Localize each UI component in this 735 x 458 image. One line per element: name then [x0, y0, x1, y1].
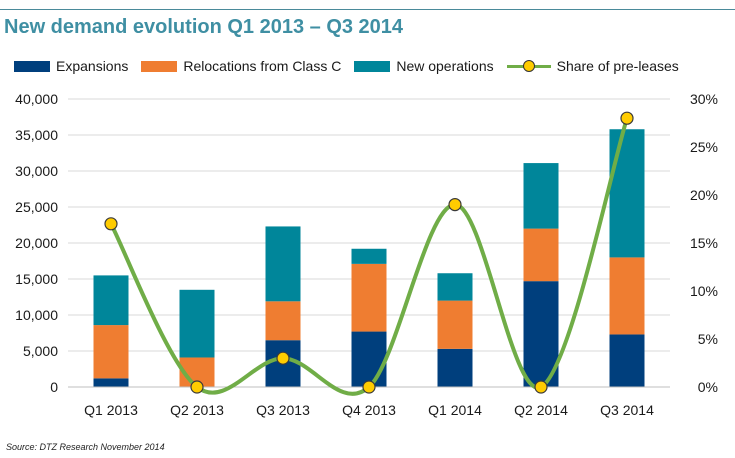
y-right-tick-label: 0%: [698, 379, 718, 395]
x-tick-label: Q3 2014: [600, 402, 654, 418]
y-left-tick-label: 40,000: [15, 91, 58, 107]
y-left-tick-label: 20,000: [15, 235, 58, 251]
legend-line-pre-leases: [506, 59, 551, 73]
bar-new-operations: [437, 273, 473, 301]
legend-item-new-operations: New operations: [354, 58, 494, 74]
legend-label-relocations: Relocations from Class C: [183, 58, 342, 74]
x-tick-label: Q2 2014: [514, 402, 568, 418]
legend-item-pre-leases: Share of pre-leases: [506, 58, 679, 74]
bar-new-operations: [609, 129, 645, 258]
bar-expansions: [437, 348, 473, 387]
source-note: Source: DTZ Research November 2014: [6, 442, 165, 452]
y-right-tick-label: 5%: [698, 331, 718, 347]
point-pre-leases: [620, 111, 634, 125]
y-left-tick-label: 25,000: [15, 199, 58, 215]
y-right-tick-label: 15%: [690, 235, 718, 251]
bar-new-operations: [265, 226, 301, 302]
title-rule: [0, 9, 735, 10]
bar-expansions: [351, 331, 387, 387]
x-tick-label: Q3 2013: [256, 402, 310, 418]
legend-label-new-operations: New operations: [396, 58, 494, 74]
chart-plot: 0 5,000 10,000 15,000 20,000 25,000 30,000 35,0…: [15, 91, 718, 418]
bar-relocations: [437, 300, 473, 349]
bar-expansions: [609, 334, 645, 387]
y-right-tick-label: 30%: [690, 91, 718, 107]
legend-label-pre-leases: Share of pre-leases: [556, 58, 679, 74]
legend-swatch-expansions: [14, 60, 50, 72]
point-pre-leases: [276, 351, 290, 365]
y-left-tick-label: 30,000: [15, 163, 58, 179]
legend-swatch-relocations: [141, 60, 178, 72]
x-tick-label: Q1 2014: [428, 402, 482, 418]
bar-relocations: [609, 257, 645, 335]
legend-label-expansions: Expansions: [56, 58, 129, 74]
point-pre-leases: [534, 380, 548, 394]
y-right-tick-label: 25%: [690, 139, 718, 155]
point-pre-leases: [362, 380, 376, 394]
bar-relocations: [93, 325, 129, 379]
y-left-tick-label: 5,000: [23, 343, 58, 359]
bar-new-operations: [179, 289, 215, 358]
bar-relocations: [351, 263, 387, 332]
y-left-tick-label: 0: [50, 379, 58, 395]
legend-swatch-new-operations: [354, 60, 391, 72]
x-tick-label: Q2 2013: [170, 402, 224, 418]
bar-relocations: [523, 228, 559, 282]
bar-new-operations: [523, 163, 559, 229]
y-right-tick-label: 10%: [690, 283, 718, 299]
legend-item-expansions: Expansions: [14, 58, 128, 74]
y-left-tick-label: 10,000: [15, 307, 58, 323]
chart-title: New demand evolution Q1 2013 – Q3 2014: [4, 16, 404, 38]
legend-item-relocations: Relocations from Class C: [141, 58, 341, 74]
bar-relocations: [265, 301, 301, 341]
bar-new-operations: [93, 275, 129, 326]
y-left-tick-label: 35,000: [15, 127, 58, 143]
x-tick-label: Q4 2013: [342, 402, 396, 418]
point-pre-leases: [104, 217, 118, 231]
bar-expansions: [93, 378, 129, 387]
bar-new-operations: [351, 248, 387, 264]
point-pre-leases: [448, 197, 462, 212]
point-pre-leases: [190, 380, 204, 394]
x-tick-label: Q1 2013: [84, 402, 138, 418]
y-right-tick-label: 20%: [690, 187, 718, 203]
y-left-tick-label: 15,000: [15, 271, 58, 287]
legend: Expansions Relocations from Class C New …: [14, 58, 692, 74]
